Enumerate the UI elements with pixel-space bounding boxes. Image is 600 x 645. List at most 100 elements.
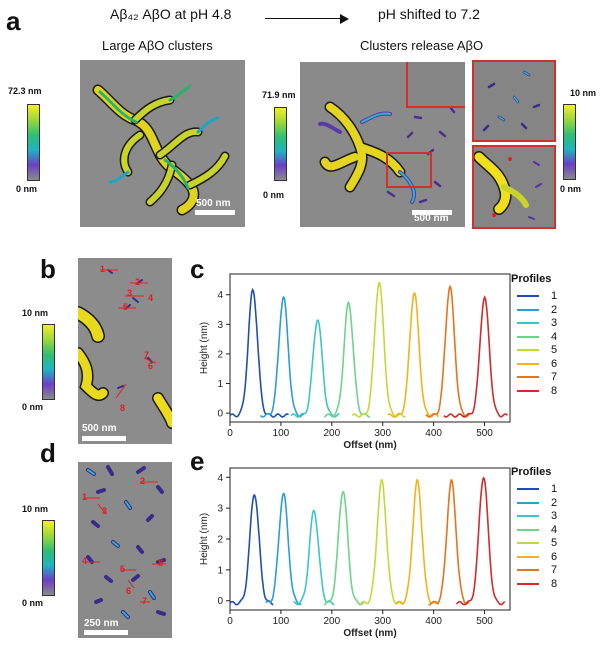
y-tick-label: 4 xyxy=(217,473,223,484)
profile-line-2 xyxy=(259,295,305,418)
ph-shift-arrow xyxy=(265,18,345,19)
legend-label: 2 xyxy=(551,496,558,509)
y-tick-label: 2 xyxy=(217,349,223,360)
profile-line-8 xyxy=(443,295,508,418)
panel-b-scalebar xyxy=(82,436,126,441)
profile-line-3 xyxy=(290,319,340,418)
afm-image-profiles-d: 1 2 3 4 5 6 7 8 250 nm xyxy=(78,462,172,638)
x-tick-label: 200 xyxy=(323,616,340,627)
x-tick-label: 500 xyxy=(476,428,493,439)
legend-swatch xyxy=(517,542,539,545)
y-tick-label: 0 xyxy=(217,409,223,420)
legend-swatch xyxy=(517,335,539,338)
legend-label: 8 xyxy=(551,384,558,397)
left-scalebar-label: 500 nm xyxy=(196,198,231,209)
profile-line-8 xyxy=(455,476,506,606)
x-tick-label: 0 xyxy=(227,428,233,439)
zoom-inset-top xyxy=(472,60,556,142)
right-scalebar-label: 500 nm xyxy=(414,213,449,224)
legend-item-6: 6 xyxy=(517,358,557,370)
legend-label: 3 xyxy=(551,510,558,522)
inset-colorbar-min: 0 nm xyxy=(560,184,582,194)
x-axis-label: Offset (nm) xyxy=(343,440,396,451)
profile-line-1 xyxy=(229,287,289,418)
right-colorbar-max: 71.9 nm xyxy=(262,90,296,100)
x-tick-label: 400 xyxy=(425,428,442,439)
legend-swatch xyxy=(517,555,539,558)
legend-item-7: 7 xyxy=(517,564,557,576)
x-tick-label: 500 xyxy=(476,616,493,627)
profile-line-2 xyxy=(265,492,302,606)
b-marker-7: 7 xyxy=(144,350,150,360)
zoom-inset-bottom xyxy=(472,145,556,229)
b-marker-6: 6 xyxy=(148,361,154,371)
chart-c-legend-title: Profiles xyxy=(511,273,552,285)
legend-label: 1 xyxy=(551,483,558,495)
b-marker-5: 5 xyxy=(123,302,129,312)
d-marker-4: 4 xyxy=(82,556,88,566)
legend-label: 7 xyxy=(551,564,558,576)
legend-swatch xyxy=(517,308,539,311)
legend-swatch xyxy=(517,488,539,491)
legend-item-3: 3 xyxy=(517,317,557,329)
profile-line-5 xyxy=(351,282,406,418)
inset-colorbar xyxy=(563,104,576,180)
legend-label: 5 xyxy=(551,344,558,356)
b-marker-2: 2 xyxy=(135,277,141,287)
legend-swatch xyxy=(517,295,539,298)
panel-d-letter: d xyxy=(40,438,56,468)
y-axis-label: Height (nm) xyxy=(199,513,210,565)
legend-item-4: 4 xyxy=(517,524,557,536)
x-tick-label: 300 xyxy=(374,428,391,439)
x-axis-label: Offset (nm) xyxy=(343,628,396,639)
legend-item-6: 6 xyxy=(517,551,557,563)
y-axis-label: Height (nm) xyxy=(199,322,210,374)
d-marker-1: 1 xyxy=(82,492,88,502)
x-tick-label: 300 xyxy=(374,616,391,627)
y-tick-label: 0 xyxy=(217,596,223,607)
legend-item-1: 1 xyxy=(517,290,557,302)
arrow-head-icon xyxy=(340,14,349,24)
legend-item-4: 4 xyxy=(517,331,557,343)
legend-swatch xyxy=(517,349,539,352)
d-marker-3: 3 xyxy=(102,506,108,516)
panel-a-left-subtitle: Large AβO clusters xyxy=(102,38,213,53)
legend-label: 5 xyxy=(551,537,558,549)
x-tick-label: 0 xyxy=(227,616,233,627)
legend-swatch xyxy=(517,501,539,504)
inset-colorbar-max: 10 nm xyxy=(570,88,597,98)
panel-d-scalebar xyxy=(84,630,128,635)
y-tick-label: 3 xyxy=(217,504,223,515)
panel-b-colorbar xyxy=(42,324,55,400)
panel-d-colorbar xyxy=(42,520,55,596)
panel-b-graphic xyxy=(78,269,172,429)
panel-b-colorbar-min: 0 nm xyxy=(22,402,44,412)
left-colorbar-max: 72.3 nm xyxy=(8,86,42,96)
inset-bottom-graphic xyxy=(474,151,542,220)
legend-label: 4 xyxy=(551,523,558,536)
large-cluster-graphic xyxy=(92,84,230,216)
chart-e: 0 100 200 300 400 500 0 1 2 3 4 Offset (nm) Height (… xyxy=(199,467,511,639)
legend-swatch xyxy=(517,362,539,365)
d-marker-8: 8 xyxy=(158,558,164,568)
left-scalebar xyxy=(195,210,235,215)
y-tick-label: 4 xyxy=(217,290,223,301)
legend-swatch xyxy=(517,515,539,518)
x-tick-label: 100 xyxy=(273,616,290,627)
panel-d-colorbar-max: 10 nm xyxy=(22,504,49,514)
panel-c-letter: c xyxy=(190,254,205,284)
legend-item-3: 3 xyxy=(517,510,557,522)
inset-top-graphic xyxy=(482,70,541,132)
panel-b-letter: b xyxy=(40,254,56,284)
right-scalebar xyxy=(412,210,452,215)
panel-a-letter: a xyxy=(6,6,21,36)
b-marker-1: 1 xyxy=(100,264,106,274)
panel-b-scalebar-label: 500 nm xyxy=(82,423,117,434)
chart-c: 0 100 200 300 400 500 0 1 2 3 4 Offset (nm) Height (… xyxy=(199,273,511,451)
legend-label: 3 xyxy=(551,317,558,329)
y-tick-label: 1 xyxy=(217,565,223,576)
panel-b-colorbar-max: 10 nm xyxy=(22,308,49,318)
legend-label: 4 xyxy=(551,330,558,343)
right-colorbar xyxy=(274,107,287,181)
